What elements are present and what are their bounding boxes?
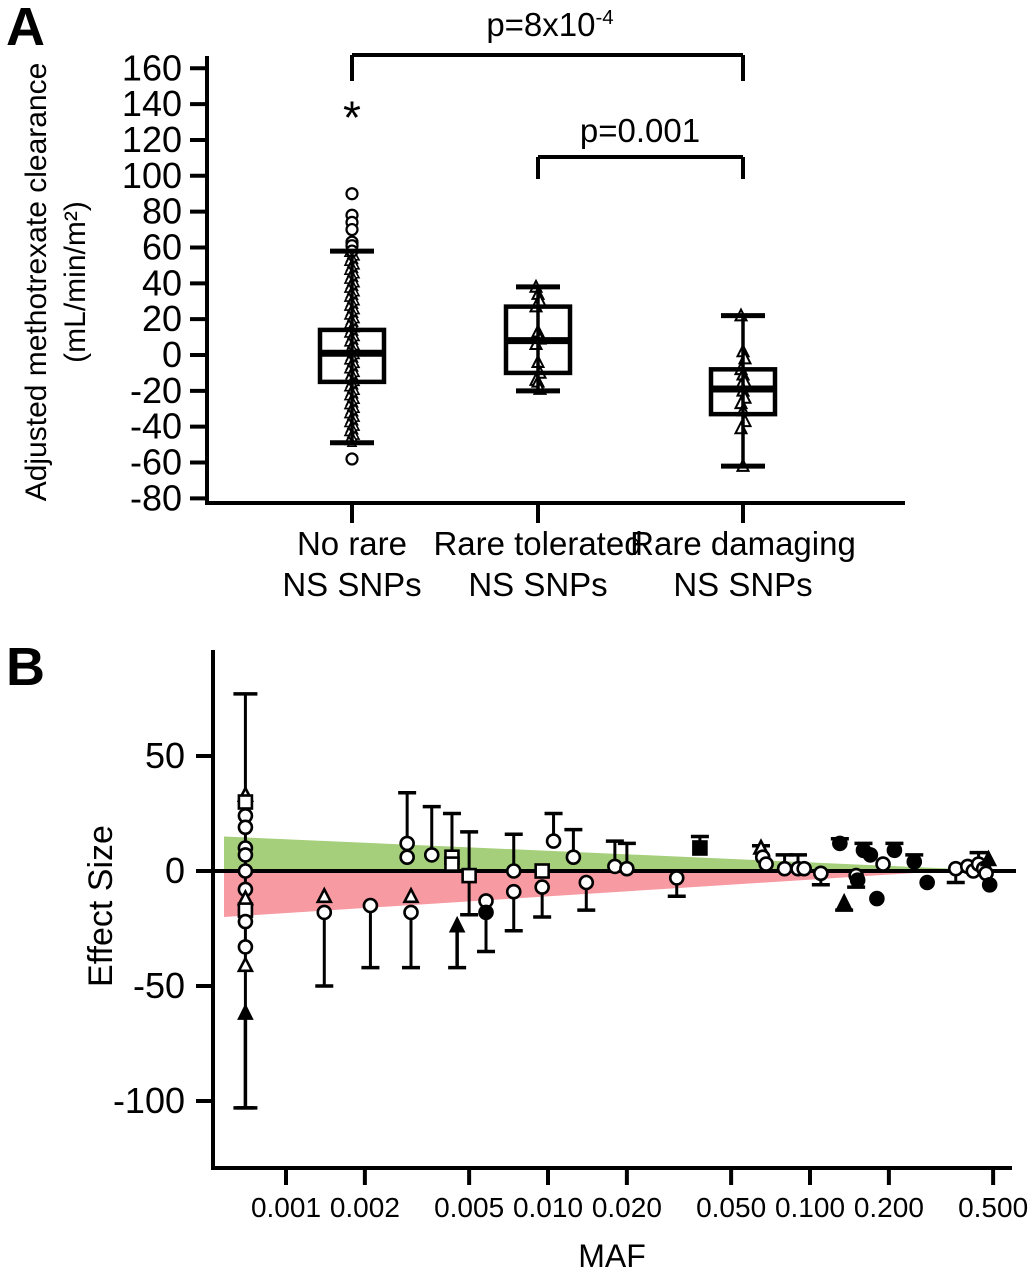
panel-b-x-tick-label: 0.200 (854, 1192, 924, 1223)
data-point-square (237, 794, 254, 810)
panel-b-x-tick-label: 0.005 (434, 1192, 504, 1223)
significance-label-1-base: p=8x10 (486, 6, 596, 43)
data-point-circle (981, 876, 998, 893)
data-point-circle (316, 904, 333, 921)
data-point-circle (862, 847, 879, 863)
panel-a-y-axis-title: Adjusted methotrexate clearance (mL/min/… (17, 32, 97, 532)
data-point-circle (886, 842, 903, 859)
panel-a-y-tick-label: 160 (122, 47, 182, 88)
panel-a-y-tick-label: 20 (142, 298, 182, 339)
offscale-arrow-head (237, 1003, 254, 1020)
panel-b-y-tick-label: -100 (113, 1080, 185, 1121)
data-point-square (461, 867, 477, 884)
panel-a-y-tick-label: 100 (122, 155, 182, 196)
data-point-square (692, 840, 708, 856)
scatter-circle (345, 452, 359, 466)
data-point-circle (619, 860, 635, 877)
data-point-circle (668, 870, 685, 886)
data-point-circle (813, 865, 829, 882)
significance-label-2: p=0.001 (490, 112, 790, 150)
data-point-circle (237, 819, 254, 836)
data-point-circle (758, 856, 774, 872)
data-point-triangle (236, 955, 255, 973)
data-point-triangle (979, 849, 998, 867)
panel-a-letter: A (6, 0, 45, 57)
significance-label-1-exponent: -4 (595, 6, 614, 29)
panel-b-y-tick-label: -50 (133, 965, 185, 1006)
panel-a-y-tick-label: 80 (142, 191, 182, 232)
data-point-circle (545, 833, 562, 849)
panel-a-y-tick-label: -60 (130, 442, 182, 483)
panel-a-y-axis-title-line2: (mL/min/m²) (59, 201, 92, 363)
panel-b-x-tick-label: 0.500 (958, 1192, 1028, 1223)
panel-a-y-tick-label: 60 (142, 226, 182, 267)
data-point-circle (919, 874, 935, 891)
data-point-circle (505, 883, 522, 900)
scatter-circle (345, 222, 359, 237)
panel-a-y-tick-label: -80 (130, 477, 182, 518)
significance-label-2-base: p=0.001 (579, 112, 701, 149)
panel-b-x-tick-label: 0.001 (251, 1192, 321, 1223)
data-point-circle (505, 863, 522, 879)
panel-b-x-tick-label: 0.002 (330, 1192, 400, 1223)
group-label-rare-tolerated-line1: Rare tolerated (433, 525, 643, 562)
panel-a-y-tick-label: 40 (142, 262, 182, 303)
offscale-arrow-head (835, 892, 853, 910)
data-point-circle (423, 847, 440, 863)
panel-b-y-tick-label: 0 (165, 850, 185, 891)
group-label-rare-damaging: Rare damaging NS SNPs (613, 523, 873, 605)
data-point-circle (534, 879, 550, 895)
scatter-circle (345, 187, 359, 201)
group-label-no-rare: No rare NS SNPs (222, 523, 482, 605)
data-point-square (534, 863, 550, 879)
panel-b-x-tick-label: 0.010 (513, 1192, 583, 1223)
significance-label-1: p=8x10-4 (400, 6, 700, 44)
group-label-no-rare-line2: NS SNPs (282, 566, 422, 603)
offscale-arrow-head (448, 915, 466, 933)
panel-a-y-tick-label: 140 (122, 83, 182, 124)
group-label-rare-tolerated: Rare tolerated NS SNPs (408, 523, 668, 605)
data-point-circle (796, 860, 812, 877)
data-point-circle (776, 860, 793, 877)
data-point-circle (237, 863, 254, 879)
data-point-circle (565, 849, 582, 866)
group-label-rare-tolerated-line2: NS SNPs (468, 566, 608, 603)
data-point-circle (849, 872, 866, 889)
panel-b-y-axis-title: Effect Size (82, 825, 120, 987)
panel-b-letter: B (6, 637, 45, 697)
data-point-circle (832, 835, 848, 852)
panel-a-y-tick-label: 0 (162, 334, 182, 375)
panel-a-y-tick-label: -20 (130, 370, 182, 411)
data-point-circle (237, 939, 254, 955)
data-point-circle (578, 874, 595, 891)
panel-a-y-tick-label: -40 (130, 406, 182, 447)
data-point-circle (237, 913, 254, 930)
data-point-circle (399, 835, 415, 852)
data-point-circle (237, 847, 254, 863)
data-point-circle (869, 890, 885, 907)
data-point-square (444, 856, 460, 872)
data-point-circle (875, 856, 891, 872)
panel-b-y-tick-label: 50 (145, 735, 185, 776)
data-point-circle (399, 849, 415, 866)
panel-b-x-tick-label: 0.050 (696, 1192, 766, 1223)
data-point-circle (362, 897, 379, 914)
data-point-triangle (315, 886, 333, 904)
panel-a-y-tick-label: 120 (122, 119, 182, 160)
panel-b-x-tick-label: 0.100 (775, 1192, 845, 1223)
data-point-circle (403, 904, 419, 921)
data-point-circle (478, 904, 494, 921)
data-point-triangle (402, 886, 420, 904)
outlier-asterisk: * (343, 92, 361, 144)
panel-a-y-axis-title-line1: Adjusted methotrexate clearance (20, 62, 53, 502)
panel-b-x-axis-title: MAF (578, 1238, 646, 1274)
panel-b-x-tick-label: 0.020 (592, 1192, 662, 1223)
group-label-rare-damaging-line2: NS SNPs (673, 566, 813, 603)
group-label-rare-damaging-line1: Rare damaging (630, 525, 856, 562)
data-point-circle (906, 853, 923, 870)
group-label-no-rare-line1: No rare (296, 525, 408, 562)
